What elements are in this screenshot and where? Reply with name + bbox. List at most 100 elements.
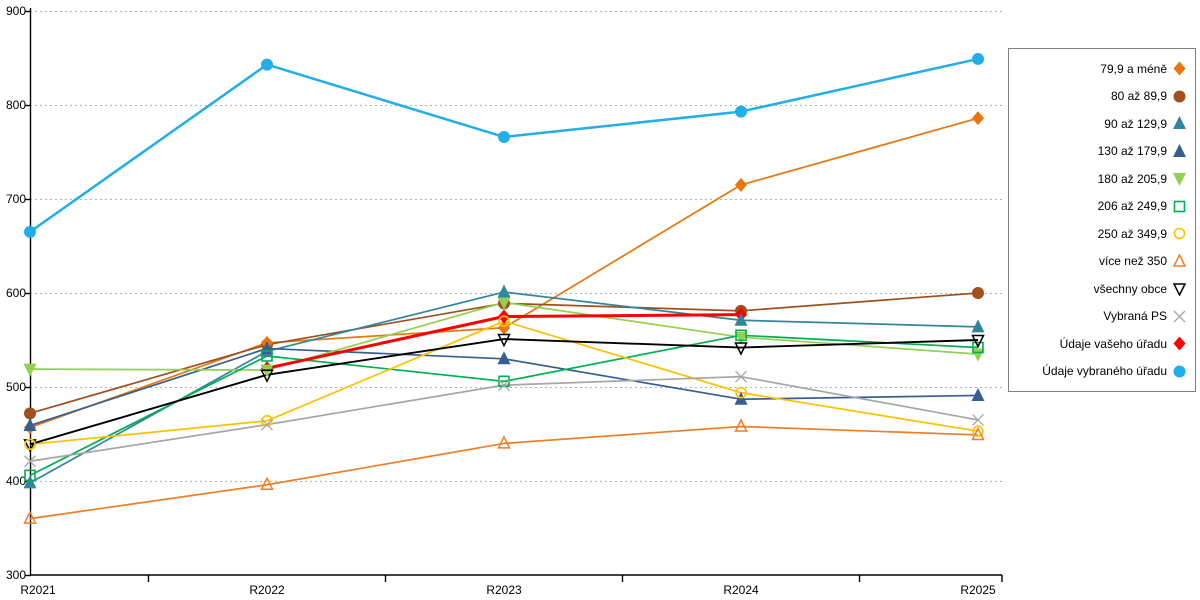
series-line-5: [29, 334, 979, 477]
x-axis-label-R2022: R2022: [249, 583, 285, 597]
marker-x-s9: [261, 418, 273, 431]
circle-open-glyph: [1173, 227, 1186, 240]
marker-circle-open-s6: [498, 315, 510, 328]
x-legend-icon: [1173, 310, 1186, 323]
marker-triangle-down-open-s8: [260, 369, 274, 383]
marker-diamond-s0: [735, 177, 747, 192]
circle-open-legend-icon: [1173, 227, 1186, 240]
marker-triangle-up-s3: [971, 387, 985, 401]
marker-square-open-s5: [498, 375, 510, 388]
legend-label: 180 až 205,9: [1097, 171, 1167, 186]
series-line-8: [29, 338, 979, 446]
legend-label: Údaje vybraného úřadu: [1042, 364, 1167, 379]
marker-x-s9: [735, 370, 747, 383]
y-axis-label-300: 300: [6, 568, 26, 582]
marker-triangle-down-open-s8: [734, 342, 748, 356]
marker-x-s9: [972, 413, 984, 426]
diamond-glyph: [1173, 336, 1186, 351]
legend-label: Údaje vašeho úřadu: [1059, 336, 1167, 351]
legend-item-2: 90 až 129,9: [1013, 116, 1187, 131]
diamond-glyph: [1173, 61, 1186, 76]
marker-square-open-s5: [735, 329, 747, 342]
triangle-up-legend-icon: [1173, 143, 1186, 157]
marker-triangle-up-s2: [23, 475, 37, 489]
marker-circle-s1: [972, 287, 984, 299]
legend-label: 130 až 179,9: [1097, 144, 1167, 159]
marker-triangle-up-open-s7: [23, 510, 37, 524]
marker-circle-s11: [972, 52, 984, 65]
x-axis-label-R2021: R2021: [20, 583, 56, 597]
marker-triangle-up-open-s7: [971, 426, 985, 441]
marker-x-s9: [24, 455, 36, 468]
series-line-7: [29, 425, 979, 520]
chart-legend: 79,9 a méně 80 až 89,9 90 až 129,9 130 až 1…: [1008, 48, 1196, 392]
triangle-down-open-glyph: [1172, 283, 1187, 297]
legend-item-8: všechny obce: [1013, 281, 1187, 297]
triangle-up-glyph: [1173, 143, 1186, 157]
marker-square-open-s5: [261, 350, 273, 362]
marker-triangle-up-open-s7: [497, 435, 511, 449]
legend-item-10: Údaje vašeho úřadu: [1013, 336, 1187, 351]
marker-x-s9: [498, 379, 510, 392]
marker-circle-s11: [24, 225, 36, 238]
marker-diamond-s0: [972, 111, 984, 126]
marker-circle-open-s6: [261, 415, 273, 427]
circle-legend-icon: [1173, 365, 1186, 378]
marker-triangle-down-s4: [23, 363, 37, 377]
diamond-legend-icon: [1173, 61, 1186, 76]
y-axis-label-600: 600: [6, 286, 26, 300]
legend-item-6: 250 až 349,9: [1013, 226, 1187, 241]
legend-label: 250 až 349,9: [1097, 226, 1167, 241]
y-axis-label-700: 700: [6, 192, 26, 206]
triangle-up-open-legend-icon: [1172, 253, 1187, 267]
legend-item-1: 80 až 89,9: [1013, 89, 1187, 104]
marker-triangle-down-s4: [734, 331, 748, 345]
marker-triangle-up-s2: [734, 312, 748, 326]
marker-triangle-down-open-s8: [971, 334, 985, 349]
marker-circle-s1: [24, 407, 36, 420]
marker-triangle-up-open-s7: [260, 476, 274, 491]
square-open-legend-icon: [1173, 200, 1186, 213]
triangle-down-open-legend-icon: [1172, 283, 1187, 297]
y-axis-label-900: 900: [6, 4, 26, 18]
legend-item-0: 79,9 a méně: [1013, 61, 1187, 76]
legend-label: 79,9 a méně: [1100, 61, 1167, 76]
triangle-up-open-glyph: [1172, 253, 1187, 267]
circle-legend-icon: [1173, 90, 1186, 103]
marker-circle-open-s6: [735, 386, 747, 399]
marker-square-open-s5: [972, 341, 984, 354]
triangle-up-legend-icon: [1173, 116, 1186, 130]
marker-triangle-down-s4: [260, 364, 274, 378]
circle-glyph: [1173, 90, 1186, 103]
marker-circle-s11: [735, 105, 747, 118]
circle-glyph: [1173, 365, 1186, 378]
triangle-up-glyph: [1173, 116, 1186, 130]
x-axis-label-R2023: R2023: [486, 583, 522, 597]
y-axis-label-400: 400: [6, 474, 26, 488]
x-axis-label-R2024: R2024: [723, 583, 759, 597]
legend-item-5: 206 až 249,9: [1013, 199, 1187, 214]
legend-item-7: více než 350: [1013, 253, 1187, 269]
square-open-glyph: [1173, 200, 1186, 213]
legend-label: více než 350: [1098, 254, 1167, 269]
marker-circle-s11: [498, 130, 510, 143]
legend-label: všechny obce: [1093, 281, 1167, 296]
legend-item-11: Údaje vybraného úřadu: [1013, 364, 1187, 379]
marker-triangle-down-open-s8: [497, 333, 511, 348]
marker-circle-open-s6: [24, 438, 36, 451]
marker-triangle-up-s2: [497, 284, 511, 298]
legend-label: 90 až 129,9: [1104, 116, 1167, 131]
legend-label: 80 až 89,9: [1110, 89, 1167, 104]
marker-circle-open-s6: [972, 425, 984, 437]
marker-triangle-down-s4: [497, 296, 511, 310]
triangle-down-glyph: [1173, 173, 1186, 187]
legend-item-4: 180 až 205,9: [1013, 171, 1187, 187]
marker-triangle-up-s2: [971, 319, 985, 333]
marker-triangle-up-s3: [23, 418, 37, 432]
x-glyph: [1173, 310, 1186, 323]
legend-item-9: Vybraná PS: [1013, 309, 1187, 324]
marker-square-open-s5: [24, 469, 36, 482]
y-axis-label-800: 800: [6, 98, 26, 112]
